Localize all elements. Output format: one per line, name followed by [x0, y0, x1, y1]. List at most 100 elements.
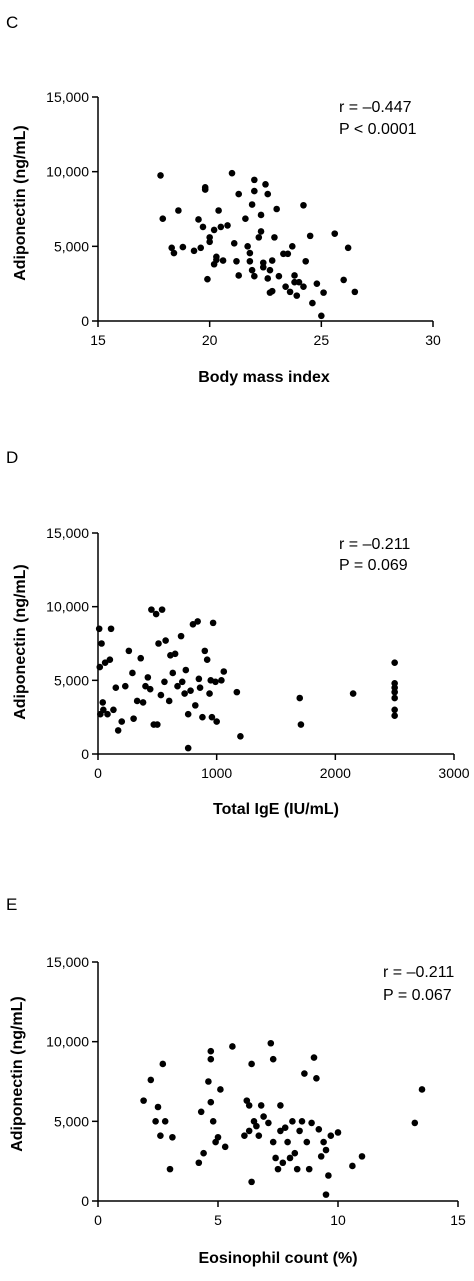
- scatter-points: [95, 606, 398, 752]
- x-axis-title: Eosinophil count (%): [198, 1250, 357, 1267]
- data-point: [196, 684, 204, 691]
- data-point: [166, 1165, 174, 1173]
- data-point: [271, 234, 278, 241]
- data-point: [349, 690, 357, 697]
- y-axis-title: Adiponectin (ng/mL): [12, 125, 29, 281]
- x-tick-label: 20: [202, 332, 218, 348]
- data-point: [175, 207, 182, 214]
- data-point: [214, 1133, 222, 1141]
- data-point: [268, 287, 276, 295]
- y-tick-label: 5,000: [54, 1113, 89, 1129]
- data-point: [358, 1153, 366, 1160]
- p-annotation: P < 0.0001: [339, 121, 417, 138]
- data-point: [281, 1124, 289, 1132]
- panel-e: E Adiponectin (ng/mL) Eosinophil count (…: [6, 895, 466, 1267]
- data-point: [170, 249, 178, 257]
- data-point: [114, 727, 122, 734]
- data-point: [241, 1132, 248, 1139]
- data-point: [206, 690, 213, 697]
- data-point: [291, 1149, 299, 1157]
- data-point: [208, 713, 216, 721]
- y-tick-label: 10,000: [46, 164, 89, 180]
- data-point: [269, 1138, 277, 1146]
- data-point: [331, 230, 339, 237]
- axes: 0 5,000 10,000 15,000 15 20 25 30: [46, 89, 441, 348]
- data-point: [264, 190, 272, 198]
- data-point: [218, 677, 225, 684]
- data-point: [257, 211, 265, 219]
- data-point: [300, 283, 307, 290]
- data-point: [110, 706, 117, 714]
- data-point: [133, 697, 141, 705]
- data-point: [246, 249, 254, 257]
- data-point: [251, 272, 258, 280]
- data-point: [391, 688, 398, 696]
- data-point: [268, 257, 276, 264]
- y-axis-title: Adiponectin (ng/mL): [9, 996, 26, 1152]
- data-point: [228, 169, 236, 177]
- data-point: [305, 1165, 313, 1173]
- data-point: [112, 684, 120, 691]
- data-point: [246, 257, 254, 265]
- y-tick-label: 10,000: [46, 1034, 89, 1050]
- data-point: [169, 669, 177, 677]
- data-point: [169, 1133, 176, 1141]
- data-point: [155, 640, 162, 647]
- data-point: [158, 606, 166, 613]
- data-point: [289, 243, 296, 250]
- panel-label: E: [6, 895, 17, 914]
- p-annotation: P = 0.069: [339, 557, 408, 574]
- data-point: [315, 1126, 323, 1133]
- data-point: [245, 1102, 253, 1109]
- data-point: [251, 176, 258, 184]
- data-point: [235, 272, 242, 279]
- data-point: [296, 1127, 303, 1135]
- data-point: [147, 1076, 155, 1084]
- data-point: [207, 1047, 215, 1055]
- data-point: [187, 687, 194, 694]
- data-point: [121, 682, 129, 690]
- data-point: [157, 1132, 164, 1139]
- data-point: [313, 280, 321, 287]
- data-point: [274, 1165, 282, 1173]
- data-point: [189, 621, 197, 628]
- data-point: [96, 663, 104, 671]
- r-annotation: r = –0.447: [339, 99, 412, 116]
- data-point: [284, 250, 292, 258]
- x-tick-label: 1000: [201, 765, 232, 781]
- data-point: [159, 215, 167, 223]
- data-point: [192, 702, 199, 709]
- data-point: [142, 682, 149, 690]
- r-annotation: r = –0.211: [339, 536, 410, 553]
- data-point: [168, 244, 175, 252]
- data-point: [391, 712, 398, 719]
- data-point: [300, 201, 307, 209]
- data-point: [289, 1118, 296, 1125]
- data-point: [301, 1070, 308, 1077]
- data-point: [99, 699, 107, 706]
- data-point: [286, 288, 294, 296]
- scatter-points: [157, 169, 359, 320]
- data-point: [217, 223, 225, 231]
- data-point: [98, 640, 105, 647]
- data-point: [204, 275, 211, 283]
- data-point: [265, 1119, 272, 1127]
- data-point: [162, 637, 169, 644]
- data-point: [306, 232, 314, 240]
- data-point: [148, 606, 155, 613]
- data-point: [195, 216, 202, 223]
- data-point: [206, 234, 213, 241]
- data-point: [157, 172, 164, 179]
- data-point: [302, 257, 310, 265]
- data-point: [157, 691, 165, 699]
- data-point: [295, 278, 303, 286]
- data-point: [171, 650, 179, 658]
- data-point: [174, 682, 181, 690]
- panel-c: C Adiponectin (ng/mL) Body mass index r …: [6, 13, 441, 386]
- data-point: [411, 1119, 419, 1127]
- data-point: [308, 1119, 315, 1127]
- data-point: [178, 678, 186, 686]
- data-point: [197, 1108, 205, 1116]
- data-point: [203, 656, 211, 664]
- data-point: [194, 618, 201, 625]
